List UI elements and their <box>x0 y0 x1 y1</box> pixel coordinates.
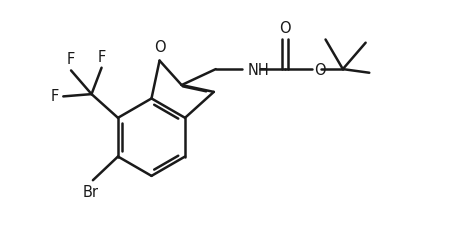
Text: F: F <box>98 49 106 64</box>
Text: NH: NH <box>248 62 269 78</box>
Text: F: F <box>67 52 75 67</box>
Text: O: O <box>154 40 165 55</box>
Text: O: O <box>315 62 326 78</box>
Text: Br: Br <box>83 185 99 200</box>
Text: O: O <box>279 21 291 36</box>
Text: F: F <box>50 89 59 104</box>
